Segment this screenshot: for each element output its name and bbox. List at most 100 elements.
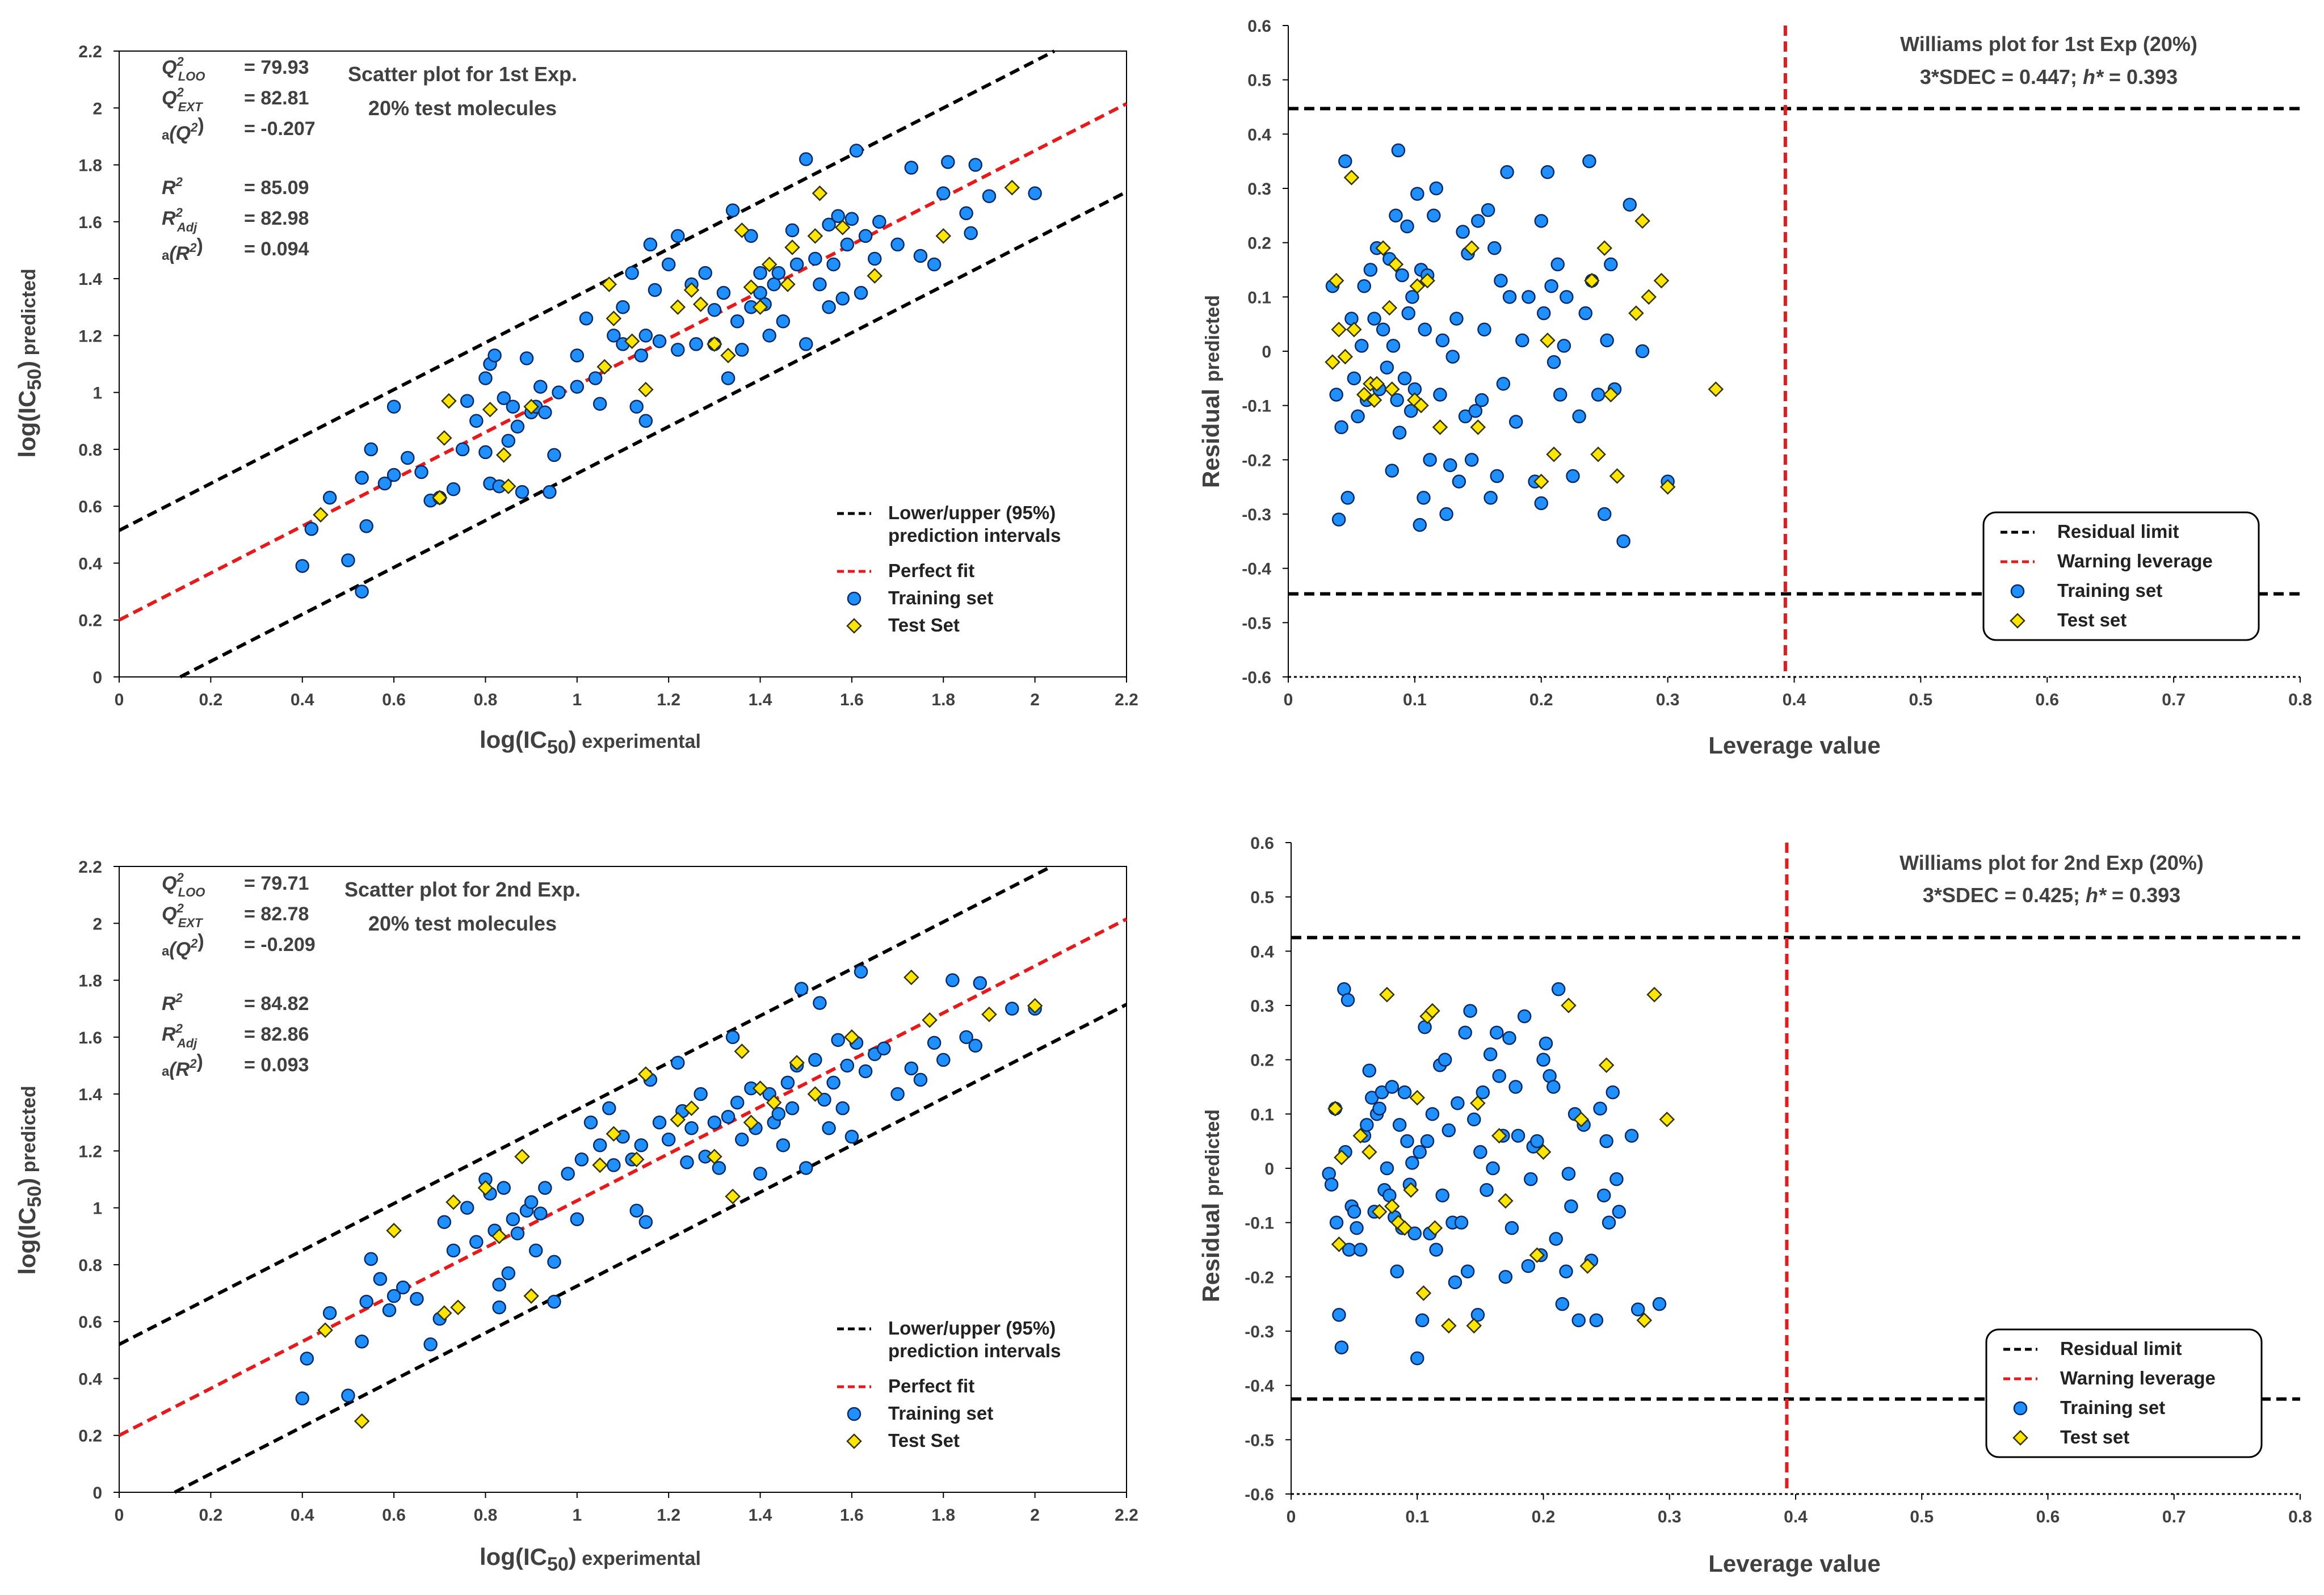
y-tick-label: -0.3 [1245,1323,1274,1341]
x-tick-label: 2.2 [1115,691,1138,709]
training-point [959,1030,973,1045]
training-point [1470,1308,1485,1322]
training-point [1589,1313,1604,1328]
training-point [854,965,868,979]
training-point [1331,512,1346,527]
training-point [1340,993,1355,1007]
stat-label: R2 [162,175,183,199]
training-point [680,1155,694,1169]
chart-title: Williams plot for 2nd Exp (20%) [1899,851,2204,874]
training-point [446,1243,461,1258]
legend-label: Residual limit [2057,521,2179,542]
training-point [661,1133,676,1147]
y-tick-label: 1.6 [78,213,102,232]
training-point [822,217,836,232]
test-point [523,1288,539,1304]
training-point [616,300,630,314]
training-point [964,226,978,241]
training-point [1362,1063,1377,1078]
training-point [300,1352,314,1366]
test-point [692,296,709,312]
training-point [638,329,653,343]
test-point [903,969,919,986]
training-point [831,1033,845,1047]
training-point [671,1055,685,1070]
legend-diamond-swatch [2010,613,2025,629]
training-point [501,434,516,448]
training-point [904,1061,919,1076]
training-point [1385,1080,1400,1094]
training-point [813,996,827,1010]
training-point [497,1181,511,1195]
x-tick-label: 0.2 [1529,691,1553,709]
training-point [1395,268,1409,283]
stat-label: Q2 LOO [162,870,205,899]
training-point [1427,208,1441,223]
y-tick-label: 0.5 [1250,889,1274,907]
test-point [1641,289,1657,305]
training-point [629,1203,644,1218]
training-point [538,1181,552,1195]
training-point [1390,393,1404,407]
y-tick-label: -0.6 [1242,668,1271,687]
y-tick-label: 2 [93,915,102,933]
training-point [592,1138,607,1152]
test-point [981,1006,997,1022]
test-point [596,359,612,375]
training-point [831,209,845,224]
training-point [1578,306,1593,321]
stat-value: = 84.82 [244,993,309,1015]
training-point [1471,214,1485,228]
y-tick-label: -0.4 [1242,560,1271,579]
training-point [1560,290,1574,304]
x-axis-title: Leverage value [1708,732,1881,759]
test-point [446,1194,461,1210]
training-point [414,465,428,479]
training-point [1324,1177,1339,1192]
training-point [799,337,813,351]
test-point [1579,1258,1596,1274]
training-point [547,1255,561,1269]
test-point [670,1112,686,1127]
x-tick-label: 1.6 [840,691,864,709]
training-point [735,343,749,357]
x-tick-label: 0.7 [2162,691,2186,709]
test-point [1384,381,1400,397]
training-point [446,482,461,496]
test-point [491,1228,507,1244]
test-point [1535,1144,1552,1160]
training-point [767,277,781,292]
training-point [1397,371,1412,386]
training-point [1405,290,1419,304]
training-point [506,399,520,414]
training-point [1557,339,1571,353]
test-point [1361,1144,1377,1160]
training-point [1517,1009,1532,1024]
legend-label: Test set [2057,609,2127,630]
training-point [488,348,502,363]
training-point [968,1038,982,1053]
training-point [1418,322,1432,336]
y-axis-title: log(IC50) predicted [14,268,45,457]
legend-label: Warning leverage [2057,550,2213,571]
y-tick-label: 1.4 [78,270,102,289]
training-point [364,1252,378,1266]
test-point [1381,300,1398,316]
test-point [1331,321,1347,338]
test-point [752,299,768,315]
test-point [707,1148,722,1165]
williams-plot-2nd-exp: 0 0.1 0.2 0.3 0.4 0.5 0.6 0.7 0.8 -0.6 -0.5 -0.4 -0.… [1197,834,2312,1577]
training-point [1502,1031,1516,1045]
test-point [638,381,654,398]
training-point [1355,339,1369,353]
training-point [1433,388,1447,402]
training-point [1410,1351,1424,1366]
training-point [638,414,653,428]
y-tick-label: 0.2 [1247,234,1271,253]
x-tick-label: 1.4 [749,691,772,709]
training-point [1405,1156,1419,1170]
training-point [730,1095,745,1110]
legend: Lower/upper (95%)prediction intervals Per… [837,1318,1061,1451]
training-point [497,391,511,405]
training-point [840,237,855,252]
